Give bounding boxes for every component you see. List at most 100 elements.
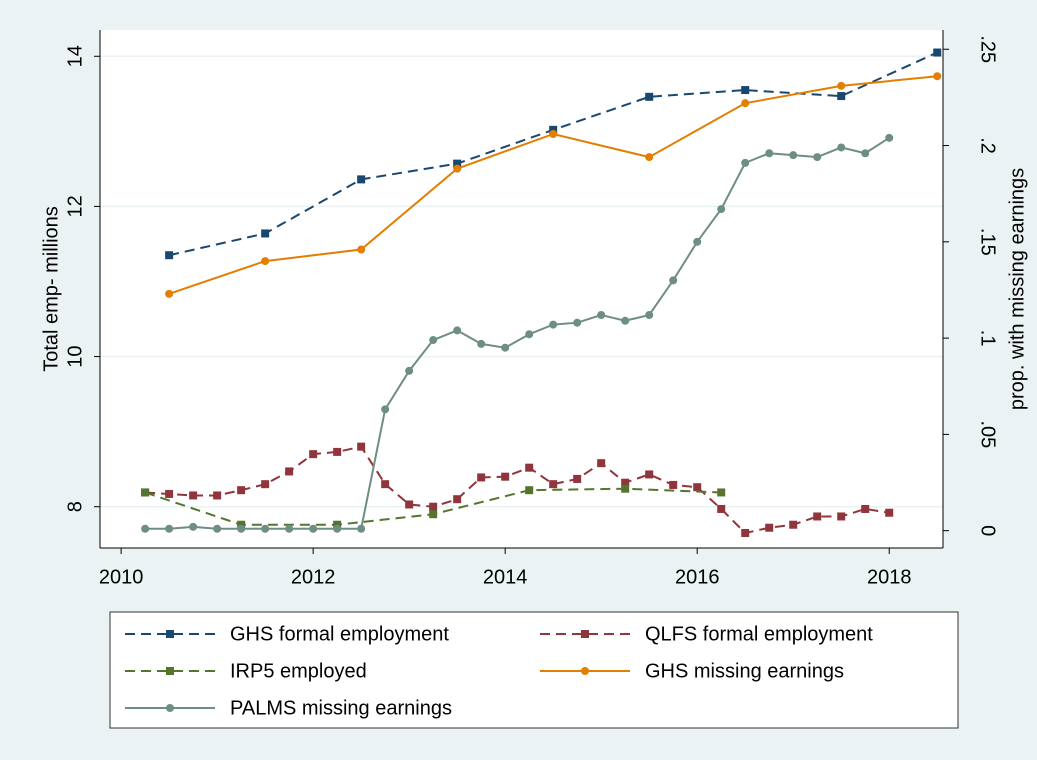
marker [645,92,654,101]
marker [453,495,462,504]
marker [765,523,774,532]
legend-label: QLFS formal employment [645,623,873,645]
marker [429,336,438,345]
marker [669,480,678,489]
plot-area [100,30,943,548]
marker [501,343,510,352]
marker [165,251,174,260]
marker [261,480,270,489]
legend-marker [581,630,589,638]
marker [741,158,750,167]
marker [933,72,942,81]
marker [645,153,654,162]
marker [741,528,750,537]
marker [621,316,630,325]
marker [837,512,846,521]
marker [549,129,558,138]
marker [237,524,246,533]
marker [717,504,726,513]
marker [813,153,822,162]
y2-tick-label: .2 [977,137,999,154]
marker [213,524,222,533]
marker [885,133,894,142]
marker [405,500,414,509]
marker [141,524,150,533]
marker [357,175,366,184]
marker [477,339,486,348]
series-line [145,445,890,535]
marker [405,366,414,375]
marker [789,151,798,160]
marker [741,86,750,95]
legend-label: PALMS missing earnings [230,697,452,719]
series-line [145,136,890,530]
marker [861,504,870,513]
y-axis-title: Total emp- millions [40,206,62,372]
marker [261,229,270,238]
x-tick-label: 2016 [675,566,720,588]
marker [621,484,630,493]
y2-tick-label: .15 [977,228,999,256]
marker [429,502,438,511]
marker [165,524,174,533]
y-tick-label: 14 [64,45,86,67]
marker [429,510,438,519]
x-tick-label: 2010 [99,566,144,588]
marker [525,463,534,472]
marker [357,524,366,533]
marker [573,318,582,327]
marker [885,508,894,517]
y-tick-label: 12 [64,195,86,217]
marker [837,143,846,152]
marker [693,483,702,492]
marker [597,459,606,468]
marker [381,405,390,414]
marker [861,149,870,158]
marker [693,237,702,246]
marker [261,524,270,533]
marker [165,489,174,498]
marker [165,289,174,298]
y2-tick-label: .1 [977,330,999,347]
y2-axis-title: prop. with missing earnings [1006,168,1028,410]
marker [189,491,198,500]
marker [261,257,270,266]
marker [141,488,150,497]
marker [933,48,942,57]
marker [381,480,390,489]
marker [837,81,846,90]
marker [573,474,582,483]
marker [333,520,342,529]
y2-tick-label: 0 [977,525,999,536]
marker [669,276,678,285]
marker [501,472,510,481]
marker [453,164,462,173]
marker [549,125,558,134]
marker [333,524,342,533]
marker [357,245,366,254]
legend-marker [166,630,174,638]
legend-marker [166,704,174,712]
legend-marker [166,667,174,675]
marker [621,478,630,487]
marker [837,92,846,101]
y2-tick-label: .05 [977,420,999,448]
marker [765,149,774,158]
x-tick-label: 2014 [483,566,528,588]
y-tick-label: 10 [64,345,86,367]
marker [477,473,486,482]
x-tick-label: 2012 [291,566,336,588]
legend-label: GHS missing earnings [645,660,844,682]
y2-tick-label: .25 [977,35,999,63]
marker [597,310,606,319]
marker [189,522,198,531]
marker [549,320,558,329]
marker [525,486,534,495]
marker [717,205,726,214]
marker [453,159,462,168]
legend-label: GHS formal employment [230,623,449,645]
marker [813,512,822,521]
marker [309,450,318,459]
marker [717,488,726,497]
